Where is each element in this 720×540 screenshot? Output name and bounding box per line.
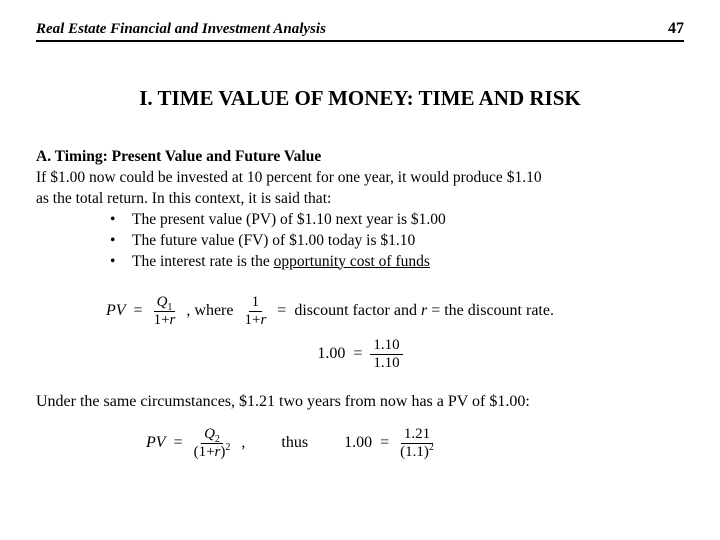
formula-block: PV = Q1 1+r , where 1 1+r = discount fac… — [36, 295, 684, 460]
numerator: 1.10 — [370, 338, 402, 355]
formula-numeric-example-1: 1.00 = 1.10 1.10 — [36, 338, 684, 371]
q-symbol: Q — [204, 426, 215, 442]
lhs-value: 1.00 — [344, 434, 372, 452]
den-paren: (1+ — [194, 444, 215, 460]
equals-sign: = — [380, 434, 389, 452]
label-text: the discount rate. — [440, 302, 554, 319]
bullet-item: The interest rate is the opportunity cos… — [110, 252, 684, 273]
bullet-item: The present value (PV) of $1.10 next yea… — [110, 210, 684, 231]
equals-sign: = — [174, 434, 183, 452]
page-number: 47 — [668, 20, 684, 38]
fraction-numeric: 1.10 1.10 — [370, 338, 402, 371]
formula-pv-definition: PV = Q1 1+r , where 1 1+r = discount fac… — [36, 295, 684, 328]
thus-text: thus — [281, 434, 308, 452]
equals-sign: = — [353, 345, 362, 363]
superscript-2: 2 — [429, 442, 434, 453]
bullet3-underlined: opportunity cost of funds — [274, 253, 430, 270]
discount-factor-label: discount factor and r = the discount rat… — [294, 302, 554, 320]
section-a: A. Timing: Present Value and Future Valu… — [36, 147, 684, 273]
q-symbol: Q — [157, 294, 168, 310]
formula-pv-two-year: PV = Q2 (1+r)2 , thus 1.00 = 1.21 (1.1)2 — [36, 427, 684, 460]
den-text: 1+ — [154, 312, 170, 328]
lhs-value: 1.00 — [317, 345, 345, 363]
section-a-line1: If $1.00 now could be invested at 10 per… — [36, 168, 684, 189]
fraction-q2: Q2 (1+r)2 — [191, 427, 234, 460]
section-a-subheading: A. Timing: Present Value and Future Valu… — [36, 147, 684, 168]
df-den-text: 1+ — [244, 312, 260, 328]
superscript-2: 2 — [225, 442, 230, 453]
denominator: 1.10 — [370, 355, 402, 371]
page-header: Real Estate Financial and Investment Ana… — [36, 20, 684, 42]
df-num: 1 — [249, 295, 263, 312]
pv-symbol: PV — [106, 302, 126, 320]
comma: , — [241, 434, 245, 452]
bullet-list: The present value (PV) of $1.10 next yea… — [36, 210, 684, 273]
label-eq: = — [427, 302, 440, 319]
fraction-numeric-2yr: 1.21 (1.1)2 — [397, 427, 437, 460]
context-line: Under the same circumstances, $1.21 two … — [36, 393, 684, 411]
den-base: (1.1) — [400, 444, 429, 460]
fraction-q1: Q1 1+r — [151, 295, 179, 328]
where-text: , where — [186, 302, 233, 320]
pv-symbol: PV — [146, 434, 166, 452]
section-a-line2: as the total return. In this context, it… — [36, 189, 684, 210]
r-symbol: r — [170, 312, 176, 328]
r-symbol: r — [260, 312, 266, 328]
header-title: Real Estate Financial and Investment Ana… — [36, 21, 326, 38]
main-heading: I. TIME VALUE OF MONEY: TIME AND RISK — [36, 86, 684, 111]
label-text: discount factor and — [294, 302, 421, 319]
fraction-discount-factor: 1 1+r — [241, 295, 269, 328]
bullet-item: The future value (FV) of $1.00 today is … — [110, 231, 684, 252]
equals-sign: = — [277, 302, 286, 320]
bullet3-prefix: The interest rate is the — [132, 253, 274, 270]
equals-sign: = — [134, 302, 143, 320]
